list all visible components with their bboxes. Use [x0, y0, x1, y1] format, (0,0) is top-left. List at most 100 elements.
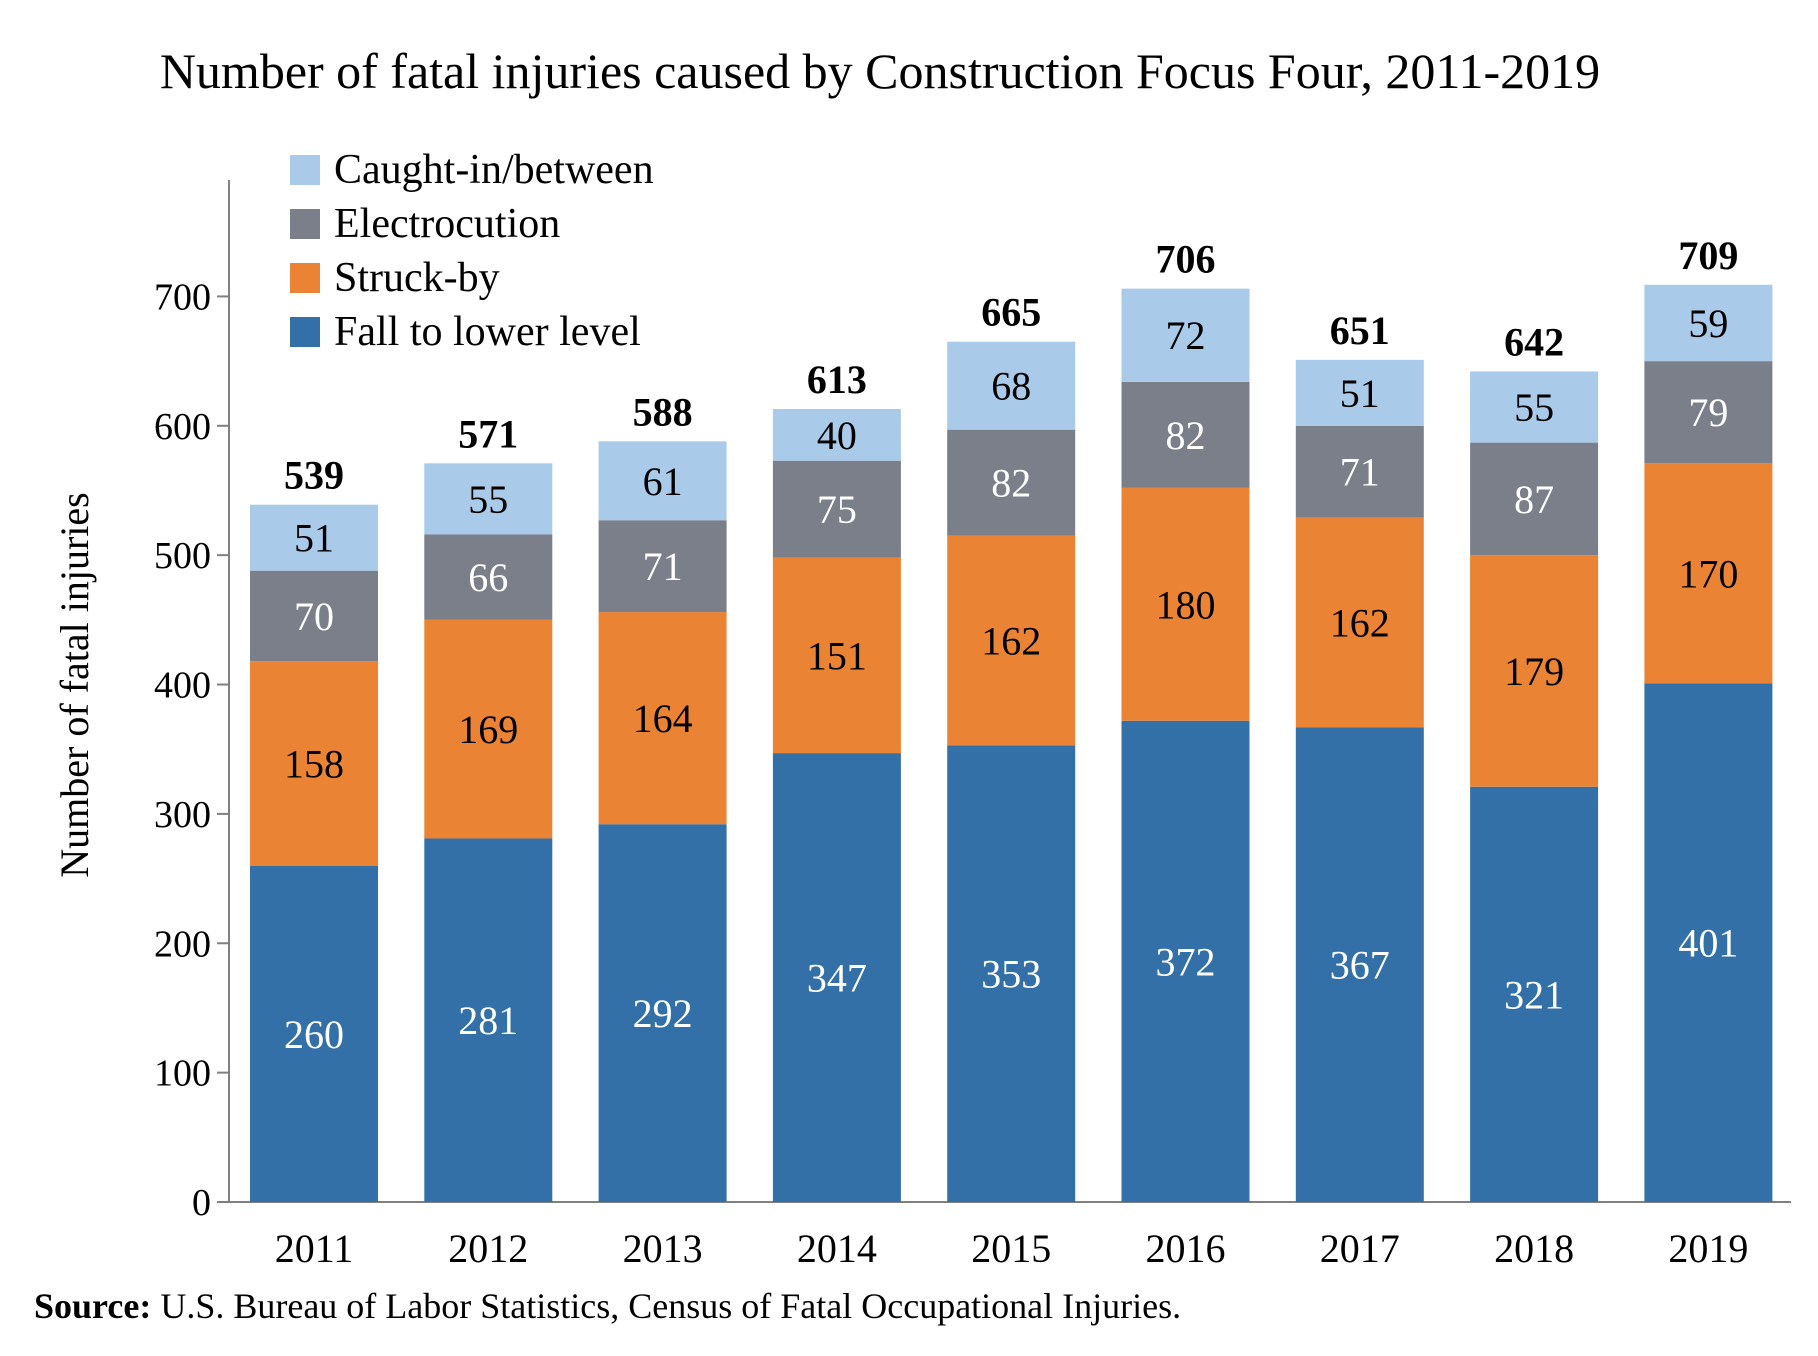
- bars: 2601587051539281169665557129216471615883…: [250, 233, 1773, 1202]
- bar-segment-fall-to-lower-level: [250, 865, 378, 1202]
- data-label-caught-in-between: 51: [294, 516, 334, 561]
- data-label-caught-in-between: 40: [817, 413, 857, 458]
- data-label-caught-in-between: 72: [1166, 313, 1206, 358]
- bar-segment-electrocution: [947, 429, 1076, 536]
- total-label: 665: [981, 290, 1041, 335]
- x-tick-label: 2019: [1668, 1226, 1748, 1271]
- data-label-fall-to-lower-level: 281: [458, 998, 518, 1043]
- data-label-struck-by: 169: [458, 707, 518, 752]
- data-label-fall-to-lower-level: 321: [1504, 972, 1564, 1017]
- x-axis: 2011 2012 2013 2014 2015 2016 2017 2018 2019: [217, 1201, 1791, 1271]
- data-label-electrocution: 87: [1514, 477, 1554, 522]
- data-label-electrocution: 66: [468, 555, 508, 600]
- bar-segment-struck-by: [1470, 555, 1599, 787]
- legend-swatch-fall-to-lower-level: [290, 317, 320, 347]
- bar-segment-struck-by: [598, 612, 727, 825]
- bar-segment-fall-to-lower-level: [1470, 786, 1599, 1202]
- data-label-struck-by: 170: [1678, 551, 1738, 596]
- source-text: U.S. Bureau of Labor Statistics, Census …: [151, 1286, 1182, 1326]
- bar-segment-fall-to-lower-level: [772, 753, 901, 1202]
- data-label-electrocution: 70: [294, 594, 334, 639]
- data-label-struck-by: 164: [633, 696, 693, 741]
- data-label-struck-by: 179: [1504, 649, 1564, 694]
- x-tick-label: 2017: [1320, 1226, 1400, 1271]
- bar-segment-electrocution: [250, 570, 378, 662]
- data-label-electrocution: 79: [1688, 390, 1728, 435]
- bar-segment-electrocution: [424, 534, 553, 620]
- bar-segment-fall-to-lower-level: [1644, 683, 1773, 1202]
- x-tick-label: 2011: [275, 1226, 354, 1271]
- x-tick-label: 2012: [448, 1226, 528, 1271]
- total-label: 588: [633, 389, 693, 434]
- data-label-caught-in-between: 51: [1340, 371, 1380, 416]
- y-tick-label: 300: [154, 794, 211, 836]
- bar-segment-struck-by: [947, 535, 1076, 746]
- data-label-struck-by: 158: [284, 741, 344, 786]
- bar-segment-electrocution: [1121, 381, 1250, 488]
- bar-segment-struck-by: [1295, 517, 1424, 728]
- y-axis-label: Number of fatal injuries: [52, 492, 97, 877]
- bar-segment-caught-in-between: [1470, 371, 1599, 443]
- data-label-fall-to-lower-level: 260: [284, 1012, 344, 1057]
- data-label-electrocution: 82: [991, 461, 1031, 506]
- legend-swatch-struck-by: [290, 263, 320, 293]
- y-tick-label: 600: [154, 406, 211, 448]
- chart-title: Number of fatal injuries caused by Const…: [159, 43, 1601, 99]
- bar-segment-struck-by: [1121, 487, 1250, 721]
- bar-segment-caught-in-between: [1644, 284, 1773, 362]
- total-label: 651: [1330, 308, 1390, 353]
- bar-segment-struck-by: [250, 661, 378, 866]
- y-tick-label: 700: [154, 276, 211, 318]
- data-label-fall-to-lower-level: 401: [1678, 921, 1738, 966]
- data-label-caught-in-between: 55: [468, 477, 508, 522]
- x-tick-label: 2013: [623, 1226, 703, 1271]
- data-label-caught-in-between: 59: [1688, 301, 1728, 346]
- legend-swatch-caught-in-between: [290, 155, 320, 185]
- data-label-fall-to-lower-level: 347: [807, 956, 867, 1001]
- legend-label-fall-to-lower-level: Fall to lower level: [334, 309, 641, 355]
- total-label: 571: [458, 411, 518, 456]
- bar-segment-caught-in-between: [424, 463, 553, 535]
- data-label-caught-in-between: 55: [1514, 385, 1554, 430]
- y-axis: 0 100 200 300 400 500 600 700: [154, 180, 230, 1224]
- data-label-electrocution: 75: [817, 487, 857, 532]
- data-label-fall-to-lower-level: 367: [1330, 943, 1390, 988]
- bar-segment-electrocution: [772, 460, 901, 558]
- data-label-caught-in-between: 61: [643, 459, 683, 504]
- data-label-caught-in-between: 68: [991, 364, 1031, 409]
- source-note: Source: U.S. Bureau of Labor Statistics,…: [34, 1285, 1181, 1327]
- bar-segment-caught-in-between: [772, 408, 901, 461]
- bar-segment-fall-to-lower-level: [1295, 727, 1424, 1202]
- x-tick-label: 2018: [1494, 1226, 1574, 1271]
- data-label-fall-to-lower-level: 372: [1156, 939, 1216, 984]
- source-label: Source:: [34, 1286, 152, 1326]
- total-label: 613: [807, 357, 867, 402]
- bar-segment-electrocution: [1644, 361, 1773, 464]
- bar-segment-fall-to-lower-level: [598, 824, 727, 1202]
- legend-label-electrocution: Electrocution: [334, 201, 560, 247]
- data-label-electrocution: 71: [643, 544, 683, 589]
- bar-segment-caught-in-between: [1295, 359, 1424, 426]
- bar-segment-electrocution: [1295, 425, 1424, 518]
- data-label-struck-by: 180: [1156, 582, 1216, 627]
- bar-segment-fall-to-lower-level: [424, 838, 553, 1202]
- y-tick-label: 400: [154, 665, 211, 707]
- legend-label-caught-in-between: Caught-in/between: [334, 147, 654, 193]
- data-label-struck-by: 162: [1330, 600, 1390, 645]
- bar-segment-struck-by: [1644, 463, 1773, 684]
- total-label: 709: [1678, 233, 1738, 278]
- bar-segment-fall-to-lower-level: [1121, 720, 1250, 1202]
- y-tick-label: 100: [154, 1053, 211, 1095]
- total-label: 539: [284, 453, 344, 498]
- bar-segment-electrocution: [598, 520, 727, 613]
- legend-label-struck-by: Struck-by: [334, 255, 500, 301]
- data-label-fall-to-lower-level: 353: [981, 952, 1041, 997]
- legend-swatch-electrocution: [290, 209, 320, 239]
- bar-segment-struck-by: [772, 557, 901, 754]
- data-label-electrocution: 82: [1166, 413, 1206, 458]
- x-tick-label: 2014: [797, 1226, 877, 1271]
- x-tick-label: 2015: [971, 1226, 1051, 1271]
- total-label: 642: [1504, 319, 1564, 364]
- total-label: 706: [1156, 237, 1216, 282]
